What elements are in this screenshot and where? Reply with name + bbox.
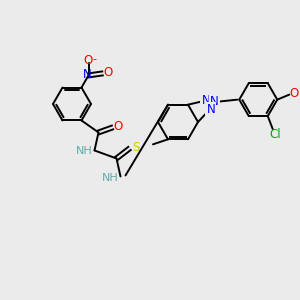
Text: -: - bbox=[92, 54, 97, 64]
Text: NH: NH bbox=[102, 173, 119, 184]
Text: N: N bbox=[83, 68, 92, 81]
Text: NH: NH bbox=[76, 146, 93, 157]
Text: S: S bbox=[132, 141, 139, 154]
Text: O: O bbox=[103, 66, 112, 79]
Text: N: N bbox=[201, 94, 210, 107]
Text: O: O bbox=[114, 120, 123, 133]
Text: N: N bbox=[206, 103, 215, 116]
Text: O: O bbox=[83, 54, 92, 67]
Text: N: N bbox=[210, 95, 219, 108]
Text: Cl: Cl bbox=[269, 128, 281, 141]
Text: O: O bbox=[290, 87, 299, 100]
